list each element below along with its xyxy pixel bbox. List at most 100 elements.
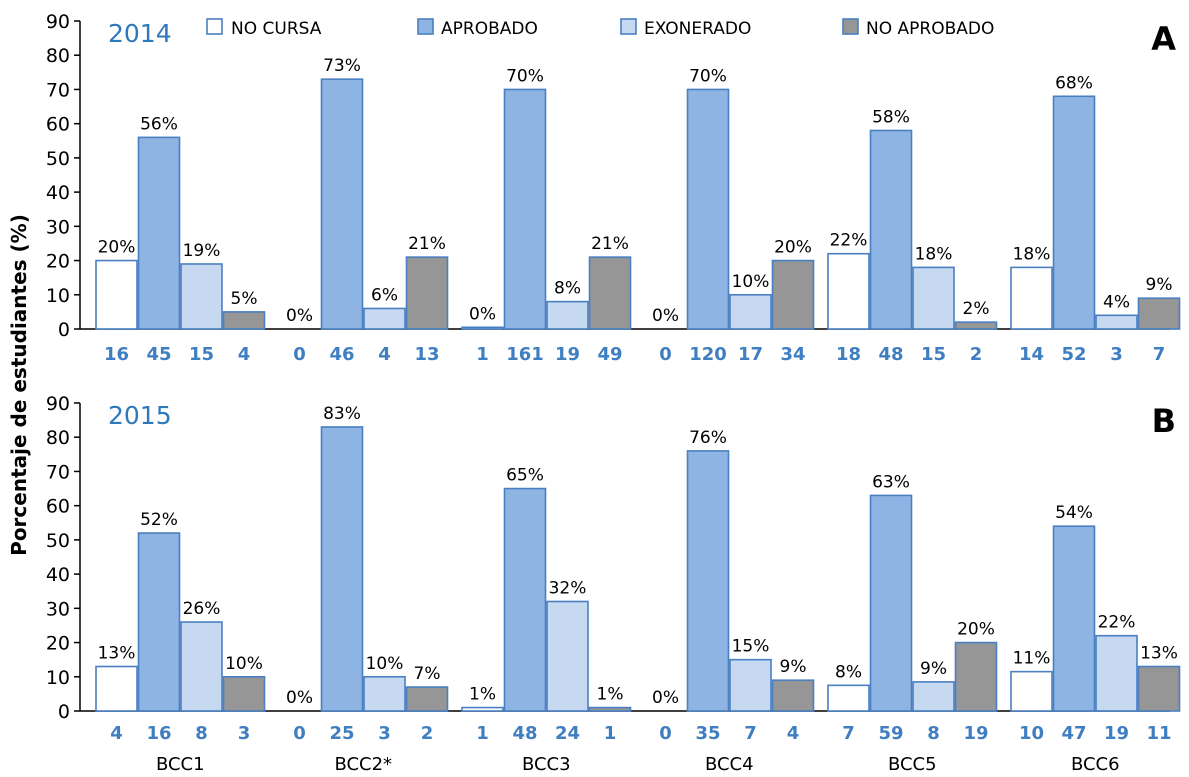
panel-a-count-label: 15 — [189, 344, 214, 365]
panel-a-data-label: 22% — [830, 231, 868, 251]
panel-b-data-label: 7% — [414, 664, 441, 684]
panel-b-data-label: 15% — [732, 637, 770, 657]
panel-b-y-tick-label: 70 — [46, 461, 70, 483]
panel-a-bar-no-cursa — [461, 326, 504, 330]
panel-b-count-label: 3 — [378, 723, 391, 744]
panel-b-bar-no-aprobado — [222, 675, 266, 712]
panel-b-count-label: 0 — [293, 723, 306, 744]
legend-swatch-exonerado — [620, 18, 637, 35]
panel-b-y-tick-label: 80 — [46, 427, 70, 449]
panel-a-bar-no-aprobado — [222, 311, 266, 330]
panel-a-data-label: 70% — [506, 66, 544, 86]
panel-b-y-tick-label: 10 — [46, 667, 70, 689]
panel-b-count-label: 35 — [695, 723, 720, 744]
panel-b-bar-no-aprobado — [954, 641, 998, 712]
panel-b-count-label: 25 — [329, 723, 354, 744]
panel-a-bar-aprobado — [869, 129, 913, 330]
legend-label-exonerado: EXONERADO — [644, 19, 751, 39]
panel-b-count-label: 19 — [1104, 723, 1129, 744]
panel-b-y-tick-label: 0 — [58, 701, 70, 723]
panel-a-y-tick-label: 70 — [46, 79, 70, 101]
panel-b-bar-no-cursa — [461, 706, 504, 712]
panel-b-count-label: 24 — [555, 723, 580, 744]
panel-a-data-label: 2% — [963, 299, 990, 319]
panel-a-data-label: 56% — [140, 114, 178, 134]
panel-a-y-tick-label: 60 — [46, 114, 70, 136]
panel-a-data-label: 9% — [1146, 275, 1173, 295]
panel-a-count-label: 0 — [659, 344, 672, 365]
panel-a-bar-aprobado — [503, 88, 547, 330]
panel-b-data-label: 26% — [183, 599, 221, 619]
panel-b-count-label: 4 — [110, 723, 123, 744]
panel-b-bar-no-aprobado — [1137, 665, 1181, 712]
panel-a-count-label: 4 — [238, 344, 251, 365]
category-label: BCC4 — [705, 754, 754, 773]
panel-b-bar-aprobado — [503, 487, 547, 712]
panel-b-data-label: 10% — [225, 654, 263, 674]
panel-b-panel-letter: B — [1152, 402, 1176, 440]
panel-b-data-label: 11% — [1013, 649, 1051, 669]
panel-b-data-label: 65% — [506, 466, 544, 486]
panel-a-y-tick-label: 30 — [46, 216, 70, 238]
panel-b-data-label: 76% — [689, 428, 727, 448]
legend-label-aprobado: APROBADO — [441, 19, 538, 39]
panel-a-data-label: 21% — [408, 234, 446, 254]
panel-b-data-label: 0% — [286, 688, 313, 708]
category-label: BCC3 — [522, 754, 571, 773]
panel-b-data-label: 10% — [366, 654, 404, 674]
panel-a-data-label: 0% — [286, 306, 313, 326]
panel-b-y-tick-label: 40 — [46, 564, 70, 586]
panel-b-y-tick-label: 30 — [46, 598, 70, 620]
panel-a-panel-letter: A — [1151, 20, 1176, 58]
panel-a-count-label: 19 — [555, 344, 580, 365]
panel-b-data-label: 13% — [1140, 644, 1178, 664]
panel-a-count-label: 15 — [921, 344, 946, 365]
panel-b-data-label: 32% — [549, 578, 587, 598]
panel-a-bar-exonerado — [546, 300, 589, 330]
panel-b-count-label: 10 — [1019, 723, 1044, 744]
panel-b-count-label: 11 — [1146, 723, 1171, 744]
panel-b-data-label: 63% — [872, 472, 910, 492]
panel-b-bar-no-aprobado — [405, 686, 449, 712]
panel-a-bar-no-aprobado — [588, 256, 632, 330]
panel-a-count-label: 16 — [104, 344, 129, 365]
panel-b-bar-exonerado — [546, 600, 589, 712]
panel-a-count-label: 14 — [1019, 344, 1044, 365]
panel-b-count-label: 4 — [787, 723, 800, 744]
panel-a-count-label: 2 — [970, 344, 983, 365]
panel-b-bar-aprobado — [686, 450, 730, 712]
panel-a-data-label: 58% — [872, 108, 910, 128]
panel-b-count-label: 3 — [238, 723, 251, 744]
panel-a-count-label: 3 — [1110, 344, 1123, 365]
panel-a-count-label: 52 — [1061, 344, 1086, 365]
panel-a-data-label: 0% — [469, 304, 496, 324]
panel-a-bar-aprobado — [137, 136, 181, 330]
panel-a-bar-no-cursa — [1010, 266, 1053, 330]
panel-b-count-label: 48 — [512, 723, 537, 744]
panel-a-count-label: 18 — [836, 344, 861, 365]
panel-a-data-label: 6% — [371, 285, 398, 305]
panel-b-bar-aprobado — [137, 532, 181, 712]
panel-a-count-label: 17 — [738, 344, 763, 365]
category-label: BCC1 — [156, 754, 205, 773]
panel-b-bar-no-aprobado — [588, 706, 632, 712]
panel-a-bar-no-aprobado — [1137, 297, 1181, 330]
panel-b-year-label: 2015 — [108, 401, 172, 430]
panel-b-y-tick-label: 60 — [46, 496, 70, 518]
panel-a-count-label: 48 — [878, 344, 903, 365]
panel-b-bar-aprobado — [320, 426, 364, 712]
panel-a-count-label: 0 — [293, 344, 306, 365]
panel-a-bar-exonerado — [912, 266, 955, 330]
panel-a-data-label: 18% — [915, 244, 953, 264]
panel-a-bar-exonerado — [363, 307, 406, 330]
legend-swatch-no-aprobado — [842, 18, 859, 35]
panel-b-bar-exonerado — [729, 658, 772, 712]
panel-a-data-label: 21% — [591, 234, 629, 254]
panel-a-bar-no-aprobado — [771, 259, 815, 330]
panel-a-bar-exonerado — [729, 293, 772, 330]
panel-b-data-label: 0% — [652, 688, 679, 708]
panel-b-count-label: 16 — [146, 723, 171, 744]
panel-b-count-label: 7 — [842, 723, 855, 744]
